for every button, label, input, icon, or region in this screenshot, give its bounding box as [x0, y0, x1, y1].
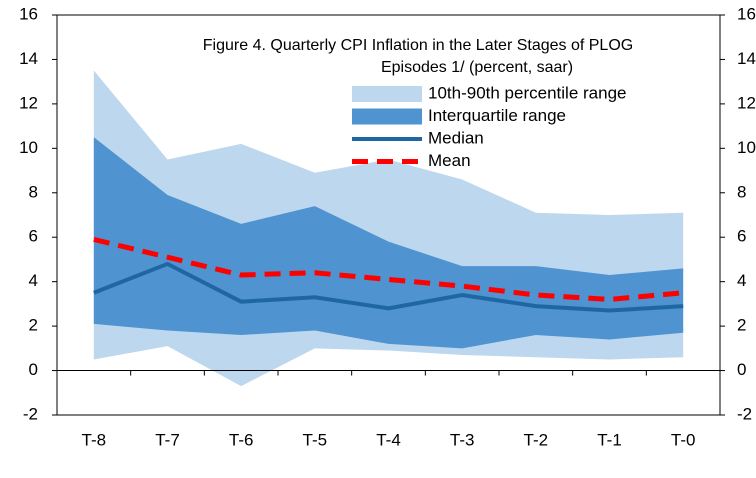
x-tick-label: T-0: [671, 430, 696, 449]
y2-tick-label: 6: [737, 227, 746, 246]
y-tick-label: 8: [29, 182, 38, 201]
y-tick-label: 12: [19, 93, 38, 112]
x-tick-label: T-8: [82, 430, 107, 449]
legend-label: 10th-90th percentile range: [428, 83, 626, 102]
x-tick-label: T-2: [524, 430, 549, 449]
y-tick-label: -2: [23, 404, 38, 423]
y2-tick-label: 10: [737, 138, 756, 157]
legend-label: Interquartile range: [428, 106, 566, 125]
x-tick-label: T-3: [450, 430, 475, 449]
x-tick-label: T-6: [229, 430, 254, 449]
y2-tick-label: 16: [737, 4, 756, 23]
y-tick-label: 0: [29, 360, 38, 379]
chart-title: Figure 4. Quarterly CPI Inflation in the…: [203, 37, 633, 54]
y2-tick-label: 8: [737, 182, 746, 201]
legend-swatch: [352, 86, 422, 102]
chart-title: Episodes 1/ (percent, saar): [381, 59, 573, 76]
y2-tick-label: 14: [737, 49, 756, 68]
y2-tick-label: -2: [737, 404, 752, 423]
y2-tick-label: 4: [737, 271, 746, 290]
legend-label: Mean: [428, 151, 471, 170]
median-line: [93, 261, 684, 313]
y-tick-label: 10: [19, 138, 38, 157]
y2-tick-label: 12: [737, 93, 756, 112]
y-tick-label: 14: [19, 49, 38, 68]
x-tick-label: T-4: [376, 430, 401, 449]
mean-line: [93, 237, 684, 302]
x-tick-label: T-1: [597, 430, 622, 449]
y-tick-label: 2: [29, 316, 38, 335]
y-tick-label: 6: [29, 227, 38, 246]
y-tick-label: 16: [19, 4, 38, 23]
legend-swatch: [352, 108, 422, 125]
y2-tick-label: 2: [737, 316, 746, 335]
y-tick-label: 4: [29, 271, 38, 290]
range-band: [93, 137, 684, 349]
y2-tick-label: 0: [737, 360, 746, 379]
x-tick-label: T-7: [155, 430, 180, 449]
x-tick-label: T-5: [303, 430, 328, 449]
legend-label: Median: [428, 128, 484, 147]
